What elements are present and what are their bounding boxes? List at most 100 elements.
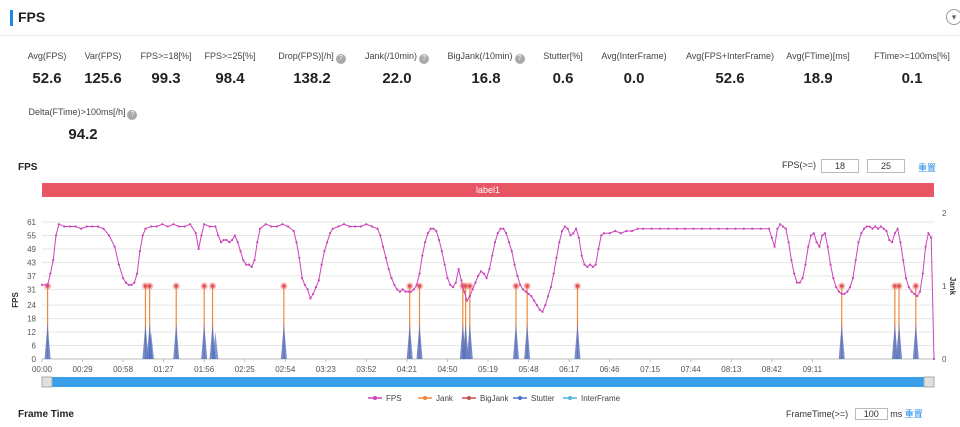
metric-1: Var(FPS) 125.6 bbox=[43, 50, 163, 87]
fps-point bbox=[295, 241, 298, 244]
help-icon[interactable]: ? bbox=[419, 54, 430, 64]
fps-point bbox=[382, 245, 385, 248]
help-icon[interactable]: ? bbox=[335, 54, 346, 64]
y-left-tick-label: 24 bbox=[27, 301, 36, 310]
metric-label-text: BigJank(/10min) bbox=[447, 51, 513, 61]
fps-point bbox=[759, 227, 762, 230]
fps-point bbox=[572, 232, 575, 235]
fps-point bbox=[566, 227, 569, 230]
fps-point bbox=[734, 227, 737, 230]
jank-marker bbox=[174, 284, 179, 288]
stutter-spike bbox=[173, 323, 180, 359]
help-icon[interactable]: ? bbox=[127, 110, 138, 120]
fps-point bbox=[874, 225, 877, 228]
fps-point bbox=[868, 225, 871, 228]
fps-point bbox=[337, 225, 340, 228]
fps-point bbox=[135, 272, 139, 275]
x-tick-label: 00:29 bbox=[73, 365, 94, 374]
stutter-spike bbox=[406, 323, 413, 359]
fps-point bbox=[443, 263, 446, 266]
metric-value: 52.6 bbox=[32, 70, 62, 87]
fps-point bbox=[172, 223, 175, 226]
fps-point bbox=[384, 256, 388, 260]
fps-point bbox=[521, 288, 525, 291]
fps-point bbox=[675, 227, 678, 230]
fps-point bbox=[857, 241, 860, 244]
fps-threshold-input-1[interactable]: 18 bbox=[821, 159, 859, 173]
y-left-tick-label: 55 bbox=[27, 231, 36, 240]
fps-point bbox=[717, 227, 720, 230]
x-tick-label: 01:27 bbox=[154, 365, 175, 374]
fps-point bbox=[320, 263, 323, 266]
chevron-down-icon[interactable]: ▾ bbox=[946, 9, 960, 25]
fps-point bbox=[544, 303, 547, 307]
metric-10: Avg(FTime)[ms] 18.9 bbox=[758, 50, 878, 87]
metric-label: Drop(FPS)[/h]? bbox=[252, 50, 372, 64]
metric-4: Drop(FPS)[/h]? 138.2 bbox=[252, 50, 372, 87]
fps-point bbox=[849, 286, 852, 289]
fps-point bbox=[862, 227, 866, 230]
fps-point bbox=[306, 288, 309, 291]
frametime-controls: FrameTime(>=) 100 ms 重置 bbox=[786, 407, 923, 420]
fps-point bbox=[790, 259, 793, 262]
stutter-spike bbox=[280, 323, 287, 359]
fps-point bbox=[846, 290, 849, 293]
y-left-tick-label: 49 bbox=[27, 245, 36, 254]
fps-point bbox=[141, 234, 144, 237]
fps-point bbox=[530, 295, 533, 298]
legend-swatch-dot bbox=[423, 396, 427, 400]
fps-point bbox=[779, 223, 782, 226]
fps-point bbox=[910, 290, 913, 293]
fps-reset-button[interactable]: 重置 bbox=[918, 163, 937, 173]
fps-point bbox=[630, 229, 634, 233]
frametime-reset-button[interactable]: 重置 bbox=[904, 409, 923, 419]
frametime-threshold-input[interactable]: 100 bbox=[854, 408, 888, 420]
fps-point bbox=[597, 247, 600, 251]
stutter-spike bbox=[201, 323, 208, 359]
fps-point bbox=[80, 227, 83, 230]
fps-point bbox=[242, 259, 245, 262]
metric-value: 98.4 bbox=[215, 70, 245, 87]
fps-point bbox=[902, 259, 905, 262]
fps-point bbox=[709, 227, 712, 230]
fps-point bbox=[429, 227, 432, 230]
fps-point bbox=[594, 263, 597, 266]
fps-point bbox=[798, 281, 801, 284]
fps-point bbox=[507, 241, 511, 244]
fps-point bbox=[144, 227, 147, 230]
fps-point bbox=[577, 236, 580, 239]
fps-point bbox=[270, 225, 273, 228]
fps-point bbox=[303, 283, 306, 286]
metric-label: Jank(/10min)? bbox=[337, 50, 457, 64]
metric-label-text: Avg(FPS) bbox=[27, 51, 67, 61]
help-icon[interactable]: ? bbox=[514, 54, 525, 64]
fps-point bbox=[323, 250, 326, 253]
fps-threshold-input-2[interactable]: 25 bbox=[867, 159, 905, 173]
fps-point bbox=[331, 227, 334, 230]
stutter-spike bbox=[416, 323, 423, 359]
stutter-spike bbox=[466, 323, 473, 359]
fps-point bbox=[823, 232, 827, 235]
metric-value: 125.6 bbox=[84, 70, 122, 87]
metric-value: 138.2 bbox=[293, 70, 331, 87]
fps-point bbox=[795, 281, 799, 284]
fps-point bbox=[879, 225, 882, 228]
fps-point bbox=[314, 286, 318, 289]
section-title: FPS bbox=[18, 9, 46, 25]
metric-value: 22.0 bbox=[382, 70, 412, 87]
y-left-axis-label: FPS bbox=[11, 292, 20, 308]
fps-point bbox=[281, 223, 284, 226]
stutter-spike bbox=[142, 323, 149, 359]
fps-point bbox=[418, 272, 421, 275]
fps-point bbox=[821, 234, 824, 237]
jank-marker bbox=[282, 284, 286, 288]
fps-point bbox=[893, 232, 896, 235]
fps-point bbox=[832, 277, 835, 280]
y-left-tick-label: 6 bbox=[32, 342, 37, 351]
label-bar[interactable]: label1 bbox=[42, 183, 934, 197]
fps-point bbox=[376, 227, 379, 230]
fps-point bbox=[328, 232, 332, 235]
fps-point bbox=[502, 227, 505, 230]
x-tick-label: 03:52 bbox=[356, 365, 377, 374]
fps-line bbox=[42, 223, 935, 360]
